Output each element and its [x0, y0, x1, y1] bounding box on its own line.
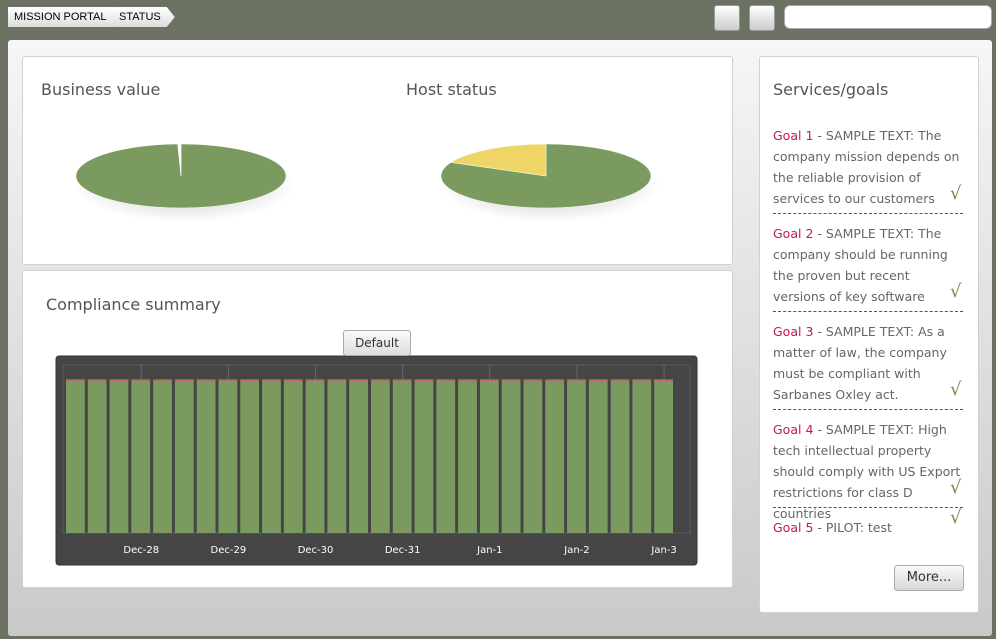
bar [109, 380, 129, 533]
more-button[interactable]: More... [894, 565, 964, 591]
bar [66, 380, 85, 533]
bar [501, 380, 521, 533]
bar [218, 380, 238, 533]
check-icon: √ [950, 183, 962, 204]
x-tick-label: Dec-28 [123, 545, 159, 556]
separator [773, 409, 963, 410]
bar [479, 380, 499, 533]
x-tick-label: Jan-1 [476, 545, 502, 556]
bar [392, 380, 412, 533]
separator [773, 507, 963, 508]
bar [436, 380, 456, 533]
goal: Goal 1 - SAMPLE TEXT: The company missio… [773, 125, 965, 209]
bar [196, 380, 216, 533]
bar [567, 380, 586, 533]
x-tick-label: Jan-3 [650, 545, 676, 556]
search-box[interactable] [784, 5, 992, 29]
bar [545, 380, 565, 533]
goal-label: Goal 4 [773, 422, 814, 437]
bar [588, 380, 608, 533]
services-title: Services/goals [773, 80, 889, 99]
check-icon: √ [950, 281, 962, 302]
goal-text: - SAMPLE TEXT: The company mission depen… [773, 128, 960, 206]
check-icon: √ [950, 507, 962, 528]
bar [131, 380, 151, 533]
bar [153, 380, 172, 533]
goal-text: - SAMPLE TEXT: The company should be run… [773, 226, 948, 304]
bar [523, 380, 543, 533]
bar [283, 380, 303, 533]
separator [773, 311, 963, 312]
goal: Goal 5 - PILOT: test [773, 517, 965, 538]
bar [632, 380, 652, 533]
goal-label: Goal 5 [773, 520, 814, 535]
check-icon: √ [950, 477, 962, 498]
bar [458, 380, 477, 533]
x-tick-label: Jan-2 [563, 545, 589, 556]
bar [349, 380, 368, 533]
bar [414, 380, 434, 533]
bar [305, 380, 325, 533]
settings-icon[interactable] [714, 5, 740, 31]
chart-title: Host status [406, 80, 497, 99]
separator [773, 213, 963, 214]
bar [327, 380, 347, 533]
x-tick-label: Dec-31 [385, 545, 421, 556]
chart-title: Compliance summary [46, 295, 221, 314]
pie-slice [177, 143, 182, 177]
view-tab[interactable]: Default [343, 330, 411, 356]
user-icon[interactable] [749, 5, 775, 31]
pie-slice [450, 143, 547, 177]
goal-text: - SAMPLE TEXT: As a matter of law, the c… [773, 324, 947, 402]
chart-title: Business value [41, 80, 161, 99]
x-tick-label: Dec-30 [298, 545, 334, 556]
x-tick-label: Dec-29 [211, 545, 247, 556]
breadcrumb[interactable]: STATUS [113, 7, 175, 27]
bar [174, 380, 194, 533]
bar [240, 380, 260, 533]
goal-label: Goal 3 [773, 324, 814, 339]
check-icon: √ [950, 379, 962, 400]
goal: Goal 3 - SAMPLE TEXT: As a matter of law… [773, 321, 965, 405]
bar [654, 380, 673, 533]
breadcrumb[interactable]: MISSION PORTAL [8, 7, 121, 27]
bar [87, 380, 107, 533]
bar [610, 380, 630, 533]
goal-text: - SAMPLE TEXT: High tech intellectual pr… [773, 422, 961, 521]
bar [371, 380, 390, 533]
goal-label: Goal 1 [773, 128, 814, 143]
goal: Goal 2 - SAMPLE TEXT: The company should… [773, 223, 965, 307]
goal: Goal 4 - SAMPLE TEXT: High tech intellec… [773, 419, 965, 524]
goal-text: - PILOT: test [813, 520, 892, 535]
bar [262, 380, 281, 533]
services-panel [759, 56, 979, 613]
goal-label: Goal 2 [773, 226, 814, 241]
